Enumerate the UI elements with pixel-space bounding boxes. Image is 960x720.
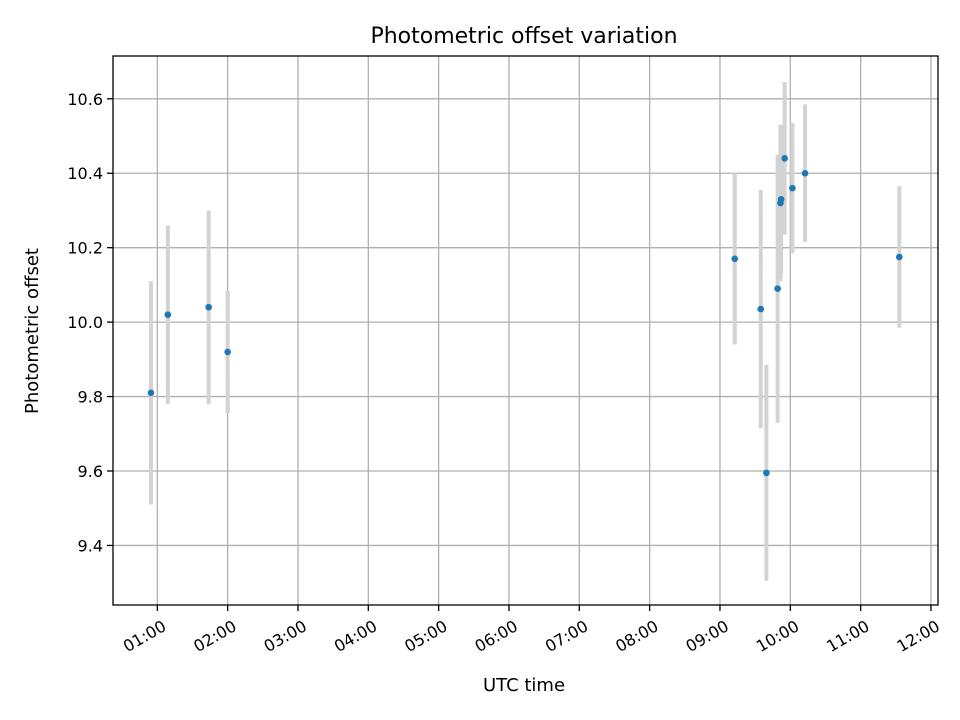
chart-title: Photometric offset variation [370, 24, 677, 49]
x-tick-label: 10:00 [753, 616, 802, 656]
x-axis-ticks: 01:00 02:00 03:00 04:00 05:00 06:00 07:00 08:00… [120, 605, 943, 656]
y-tick-label: 10.2 [67, 239, 103, 258]
data-point [774, 285, 781, 292]
data-point [757, 305, 765, 313]
x-tick-label: 06:00 [472, 616, 521, 656]
x-tick-label: 07:00 [542, 616, 591, 656]
data-point [164, 311, 172, 318]
x-tick-label: 08:00 [612, 616, 661, 656]
y-tick-label: 10.0 [67, 313, 103, 332]
x-tick-label: 11:00 [823, 616, 872, 656]
data-point [147, 389, 155, 397]
plot-frame [112, 55, 939, 606]
x-tick-label: 12:00 [894, 616, 943, 656]
data-points [147, 155, 903, 477]
x-axis-label: UTC time [483, 675, 565, 696]
y-tick-label: 10.4 [67, 164, 103, 183]
y-axis-label: Photometric offset [22, 248, 43, 414]
x-tick-label: 05:00 [401, 616, 450, 656]
data-point [896, 253, 903, 261]
y-tick-label: 9.8 [78, 388, 103, 407]
data-point [224, 348, 231, 356]
x-tick-label: 03:00 [261, 616, 310, 656]
x-tick-label: 04:00 [331, 616, 380, 656]
data-point [777, 195, 785, 203]
y-tick-label: 9.6 [78, 462, 103, 481]
data-point [731, 255, 739, 263]
x-tick-label: 01:00 [120, 616, 169, 656]
y-axis-ticks: 9.4 9.6 9.8 10.0 10.2 10.4 10.6 [67, 90, 113, 555]
x-tick-label: 09:00 [683, 616, 732, 656]
data-point [205, 303, 212, 311]
y-tick-label: 9.4 [78, 536, 103, 555]
data-point [763, 469, 770, 477]
data-point [789, 184, 796, 192]
grid-lines [113, 56, 938, 605]
data-point [801, 169, 809, 177]
data-point [781, 155, 788, 162]
x-tick-label: 02:00 [190, 616, 239, 656]
y-tick-label: 10.6 [67, 90, 103, 109]
